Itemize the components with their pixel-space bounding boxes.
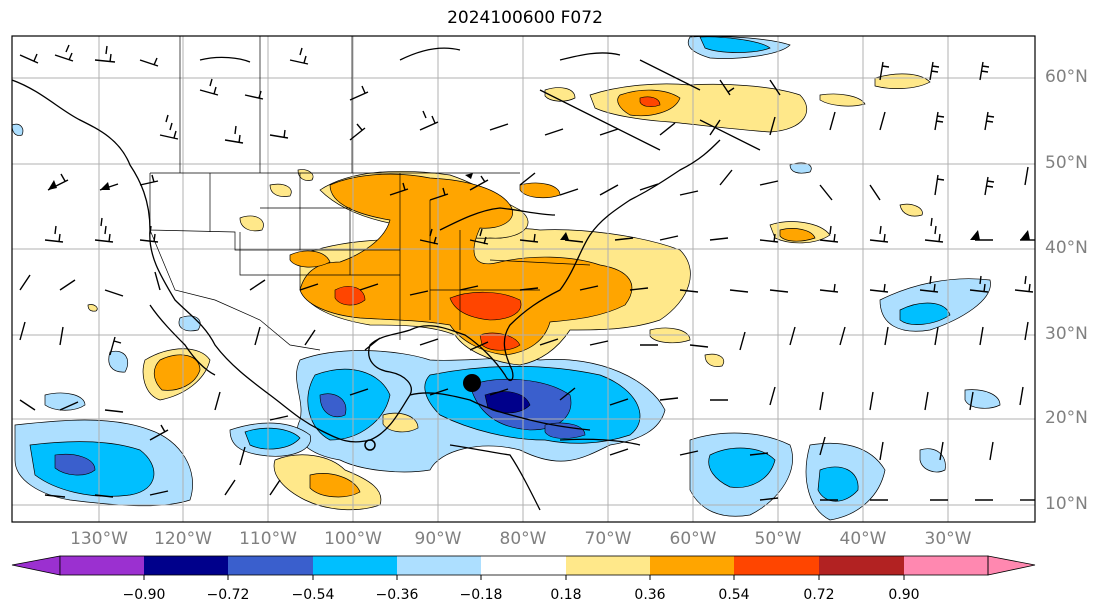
map-title: 2024100600 F072: [447, 8, 603, 28]
colorbar-tick-label: 0.18: [550, 587, 582, 603]
lat-label-40n: 40°N: [1045, 238, 1088, 258]
lat-label-20n: 20°N: [1045, 408, 1088, 428]
colorbar-tick-label: −0.90: [122, 587, 166, 603]
borders: [149, 36, 591, 351]
filled-circle-marker: [463, 374, 481, 392]
colorbar-tick-label: −0.54: [291, 587, 335, 603]
colorbar-tick-label: 0.90: [888, 587, 920, 603]
colorbar-tick-label: −0.18: [459, 587, 503, 603]
lon-label-110w: 110°W: [239, 529, 297, 549]
lat-label-60n: 60°N: [1045, 67, 1088, 87]
open-circle-marker: [364, 439, 376, 451]
wind-barb-flags: [48, 173, 1030, 240]
map-field: [12, 36, 1035, 522]
colorbar-tick-label: −0.72: [206, 587, 250, 603]
lon-label-130w: 130°W: [70, 529, 128, 549]
colorbar-tick-label: 0.54: [718, 587, 750, 603]
colorbar-tick-label: −0.36: [375, 587, 419, 603]
orange-shading: [153, 89, 816, 498]
lon-label-120w: 120°W: [154, 529, 212, 549]
lat-label-50n: 50°N: [1045, 153, 1088, 173]
colorbar-extend-max: [987, 555, 1036, 576]
lon-label-60w: 60°W: [669, 529, 717, 549]
lon-label-80w: 80°W: [499, 529, 547, 549]
lon-label-30w: 30°W: [924, 529, 972, 549]
wind-barbs: [19, 44, 1035, 501]
lon-label-90w: 90°W: [414, 529, 462, 549]
coastlines: [12, 47, 761, 511]
colorbar: [11, 555, 1036, 580]
lon-label-40w: 40°W: [839, 529, 887, 549]
colorbar-tick-label: 0.72: [803, 587, 835, 603]
lon-label-50w: 50°W: [754, 529, 802, 549]
lon-label-100w: 100°W: [324, 529, 382, 549]
red-shading: [334, 96, 661, 351]
lat-label-30n: 30°N: [1045, 324, 1088, 344]
colorbar-extend-min: [11, 555, 61, 576]
lat-label-10n: 10°N: [1045, 494, 1088, 514]
colorbar-tick-label: 0.36: [634, 587, 666, 603]
lon-label-70w: 70°W: [584, 529, 632, 549]
map-frame: [11, 35, 1036, 523]
